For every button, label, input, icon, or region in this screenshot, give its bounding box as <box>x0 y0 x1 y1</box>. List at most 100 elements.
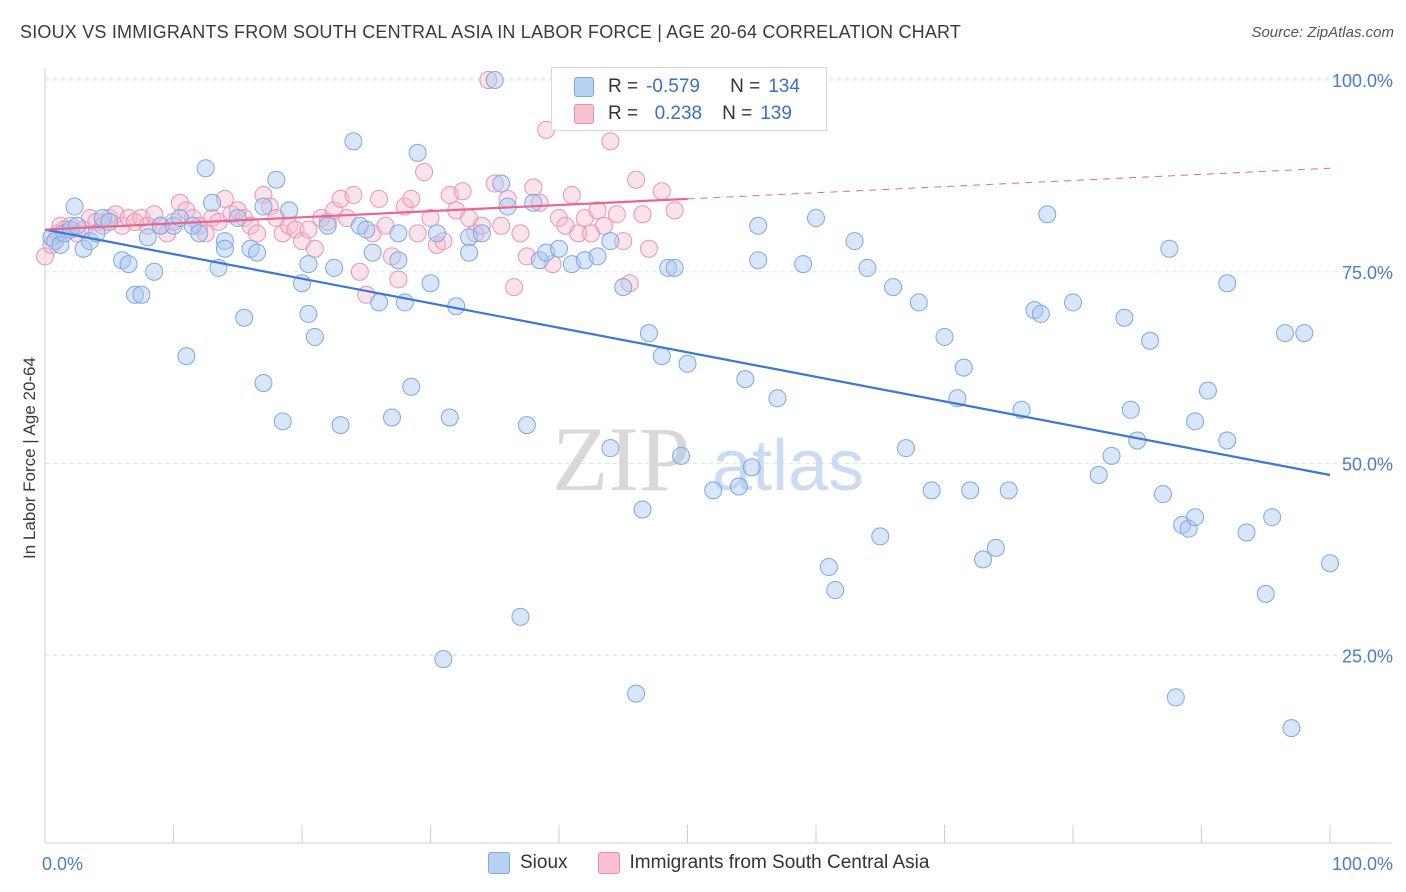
sioux-point <box>1141 331 1160 350</box>
sioux-point <box>421 274 440 293</box>
sioux-point <box>935 327 954 346</box>
sioux-point <box>999 481 1018 500</box>
sioux-point <box>1282 719 1301 738</box>
legend-item-sioux[interactable]: Sioux <box>488 852 568 874</box>
immigrants-point <box>36 247 54 266</box>
sioux-point <box>614 278 633 297</box>
sioux-point <box>299 304 318 323</box>
sioux-point <box>254 197 273 216</box>
sioux-point <box>1038 205 1057 224</box>
immigrants-point <box>248 224 267 243</box>
immigrants-point <box>550 209 568 228</box>
sioux-point <box>51 235 70 254</box>
legend-label-sioux: Sioux <box>520 852 568 873</box>
immigrants-point <box>479 71 498 89</box>
immigrants-point <box>588 201 607 220</box>
sioux-point <box>1218 431 1237 450</box>
immigrants-point <box>228 201 247 220</box>
sioux-point <box>1295 324 1314 343</box>
immigrants-point <box>511 224 530 243</box>
sioux-point <box>485 71 504 89</box>
immigrants-point <box>562 186 581 205</box>
sioux-point <box>884 278 903 297</box>
sioux-point <box>704 481 723 500</box>
axes <box>44 68 1392 844</box>
sioux-point <box>273 412 292 431</box>
immigrants-point <box>607 205 626 224</box>
immigrants-point <box>370 189 389 208</box>
x-tick-label-max: 100.0% <box>1332 854 1393 874</box>
y-tick-label: 50.0% <box>1342 455 1393 475</box>
legend-n-label: N = <box>730 76 761 97</box>
legend-r-label: R = <box>608 103 639 124</box>
sioux-point <box>151 216 170 235</box>
sioux-point <box>228 209 247 228</box>
sioux-point <box>215 239 234 258</box>
y-axis-label: In Labor Force | Age 20-64 <box>20 357 39 559</box>
sioux-point <box>492 174 511 193</box>
sioux-point <box>794 255 813 274</box>
sioux-point <box>1179 519 1198 538</box>
legend-n-value-sioux: 134 <box>768 76 800 97</box>
sioux-point <box>254 373 273 392</box>
sioux-point <box>530 251 549 270</box>
y-tick-label: 25.0% <box>1342 646 1393 666</box>
sioux-point <box>601 439 620 458</box>
sioux-point <box>434 650 453 669</box>
immigrants-point <box>434 232 453 251</box>
immigrants-point <box>633 205 652 224</box>
sioux-point <box>363 243 382 262</box>
watermark-zip: ZIP <box>552 408 690 510</box>
sioux-point <box>1321 554 1339 573</box>
sioux-point <box>1121 400 1140 419</box>
immigrants-point <box>170 193 189 212</box>
sioux-point <box>215 232 234 251</box>
sioux-point <box>318 216 337 235</box>
watermark-atlas: atlas <box>712 426 864 506</box>
y-tick-label: 100.0% <box>1332 71 1393 91</box>
sioux-point <box>305 327 324 346</box>
sioux-point <box>819 558 838 577</box>
sioux-point <box>659 258 678 277</box>
sioux-point <box>1031 304 1050 323</box>
sioux-point <box>1237 523 1256 542</box>
sioux-point <box>1218 274 1237 293</box>
legend-swatch-immigrants <box>574 104 594 124</box>
series-sioux-points <box>42 71 1339 738</box>
immigrants-point <box>402 189 421 208</box>
sioux-point <box>1186 412 1205 431</box>
immigrants-point <box>639 239 658 258</box>
sioux-point <box>961 481 980 500</box>
sioux-point <box>280 201 299 220</box>
sioux-point <box>1166 688 1185 707</box>
immigrants-point <box>524 178 543 197</box>
legend-n-label: N = <box>722 103 753 124</box>
sioux-point <box>1102 446 1121 465</box>
sioux-point <box>524 193 543 212</box>
sioux-point <box>132 285 151 304</box>
immigrants-point <box>665 201 684 220</box>
sioux-point <box>1153 485 1172 504</box>
sioux-point <box>768 389 787 408</box>
immigrants-point <box>318 212 337 231</box>
immigrants-point <box>299 220 318 239</box>
sioux-point <box>1128 431 1147 450</box>
sioux-point <box>986 538 1005 557</box>
sioux-point <box>1198 381 1217 400</box>
legend-r-value-immigrants: 0.238 <box>654 103 703 124</box>
sioux-point <box>389 251 408 270</box>
sioux-point <box>1256 584 1275 603</box>
sioux-point <box>125 285 144 304</box>
immigrants-point <box>594 216 613 235</box>
sioux-point <box>235 308 254 327</box>
legend-item-immigrants[interactable]: Immigrants from South Central Asia <box>597 852 929 874</box>
sioux-point <box>74 239 93 258</box>
immigrants-point <box>177 201 196 220</box>
immigrants-point <box>492 216 511 235</box>
immigrants-point <box>601 132 620 151</box>
sioux-point <box>511 607 530 626</box>
sioux-point <box>678 354 697 373</box>
sioux-point <box>427 224 446 243</box>
immigrants-point <box>472 216 491 235</box>
